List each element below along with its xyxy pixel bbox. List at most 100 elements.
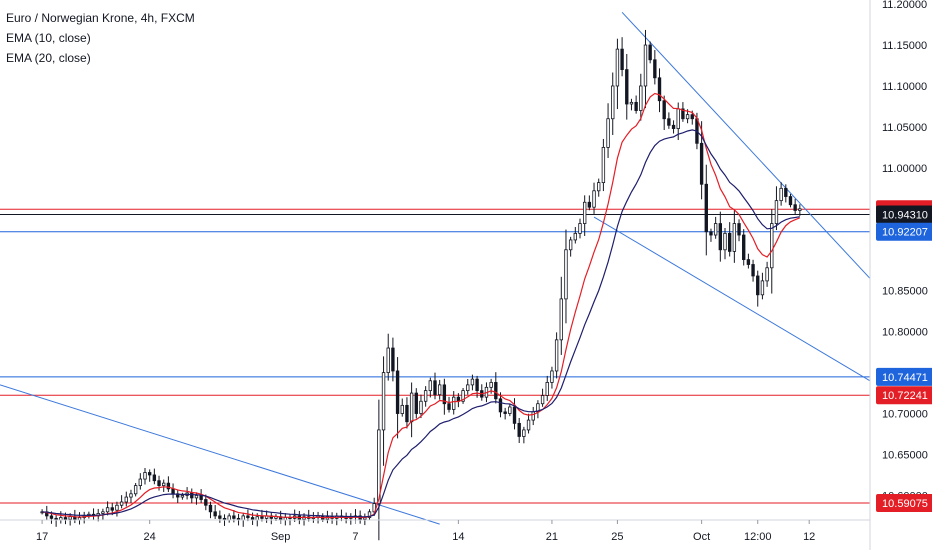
candle-body [461,390,465,402]
candle-body [452,396,456,410]
candle-body [152,474,157,482]
candle-body [578,223,582,234]
candle-body [138,478,143,487]
price-badge-5[interactable] [876,494,932,513]
candle-body [166,482,171,490]
candle-body [526,419,531,431]
candle-body [559,298,563,341]
candle-body [180,495,185,498]
candle-body [592,190,596,208]
candle-body [713,223,718,236]
y-tick-label: 11.00000 [882,163,927,175]
candle-body [662,100,666,120]
candle-body [124,496,128,503]
legend-title: Euro / Norwegian Krone, 4h, FXCM [6,11,195,25]
candle-body [367,511,372,518]
candle-body [213,511,217,517]
candle-body [540,395,545,405]
x-tick-label: 24 [144,531,156,543]
candle-body [68,516,72,520]
candle-body [447,403,451,410]
legend: Euro / Norwegian Krone, 4h, FXCM EMA (10… [6,8,195,68]
candle-body [788,196,793,206]
candle-body [49,515,54,519]
trendline-1[interactable] [621,11,871,279]
price-badge-2[interactable] [876,222,932,241]
ema-20-line [42,129,800,518]
candle-body [685,114,690,120]
price-badge-1[interactable] [876,205,932,224]
candle-body [639,85,643,111]
candle-body [554,339,559,372]
price-badge-label: 10.94310 [882,209,928,221]
candle-body [157,480,161,487]
candle-body [232,515,236,519]
candle-body [732,223,737,252]
candle-body [405,404,409,423]
candle-body [671,124,676,129]
candle-body [550,370,554,383]
price-badge-label: 10.92207 [882,227,928,239]
legend-ema20: EMA (20, close) [6,51,91,65]
candle-body [442,384,447,405]
candle-body [601,147,606,184]
price-badge-label: 10.74471 [882,372,928,384]
candle-body [587,201,592,208]
candle-body [475,378,479,392]
price-badge-4[interactable] [876,386,932,405]
candle-body [625,69,629,105]
candle-body [653,59,657,79]
candle-body [433,380,437,396]
candle-body [423,390,428,402]
candle-body [119,501,124,506]
candle-body [770,223,774,269]
trendline-2[interactable] [593,216,871,382]
candle-body [466,384,470,392]
candle-body [190,492,194,499]
candle-body [386,347,390,373]
price-badge-3[interactable] [876,367,932,386]
candle-body [751,264,755,277]
candle-body [110,507,114,511]
x-tick-label: 17 [36,531,48,543]
candle-body [798,208,802,211]
candle-body [620,48,624,71]
candle-body [246,515,250,518]
candle-body [629,101,634,105]
candle-body [531,411,535,421]
candle-body [199,495,203,500]
candle-body [503,411,507,414]
candle-body [162,482,166,487]
candle-body [699,142,704,185]
candle-body [704,183,708,233]
candle-body [395,370,400,414]
x-tick-label: 21 [546,531,558,543]
candle-body [765,267,769,282]
y-tick-label: 11.15000 [882,40,927,52]
candle-body [391,347,395,372]
candle-body [133,485,138,495]
candle-body [760,280,765,296]
x-tick-label: 12 [803,531,815,543]
legend-ema10: EMA (10, close) [6,31,91,45]
price-badge-label: 10.59075 [882,498,928,510]
candle-body [709,231,713,236]
y-tick-label: 10.85000 [882,286,928,298]
candle-body [63,517,68,520]
candle-body [381,372,386,431]
trendline-0[interactable] [0,384,440,525]
candle-body [606,118,610,148]
y-tick-label: 11.20000 [882,0,927,11]
candle-body [690,114,694,120]
candle-body [634,101,638,111]
candle-body [681,108,685,120]
candle-body [171,488,175,495]
candle-body [648,44,652,61]
x-tick-label: 12:00 [744,531,772,543]
ema-10-line [41,92,801,519]
candle-body [657,77,662,102]
candle-body [498,398,503,413]
y-tick-label: 10.80000 [882,327,928,339]
